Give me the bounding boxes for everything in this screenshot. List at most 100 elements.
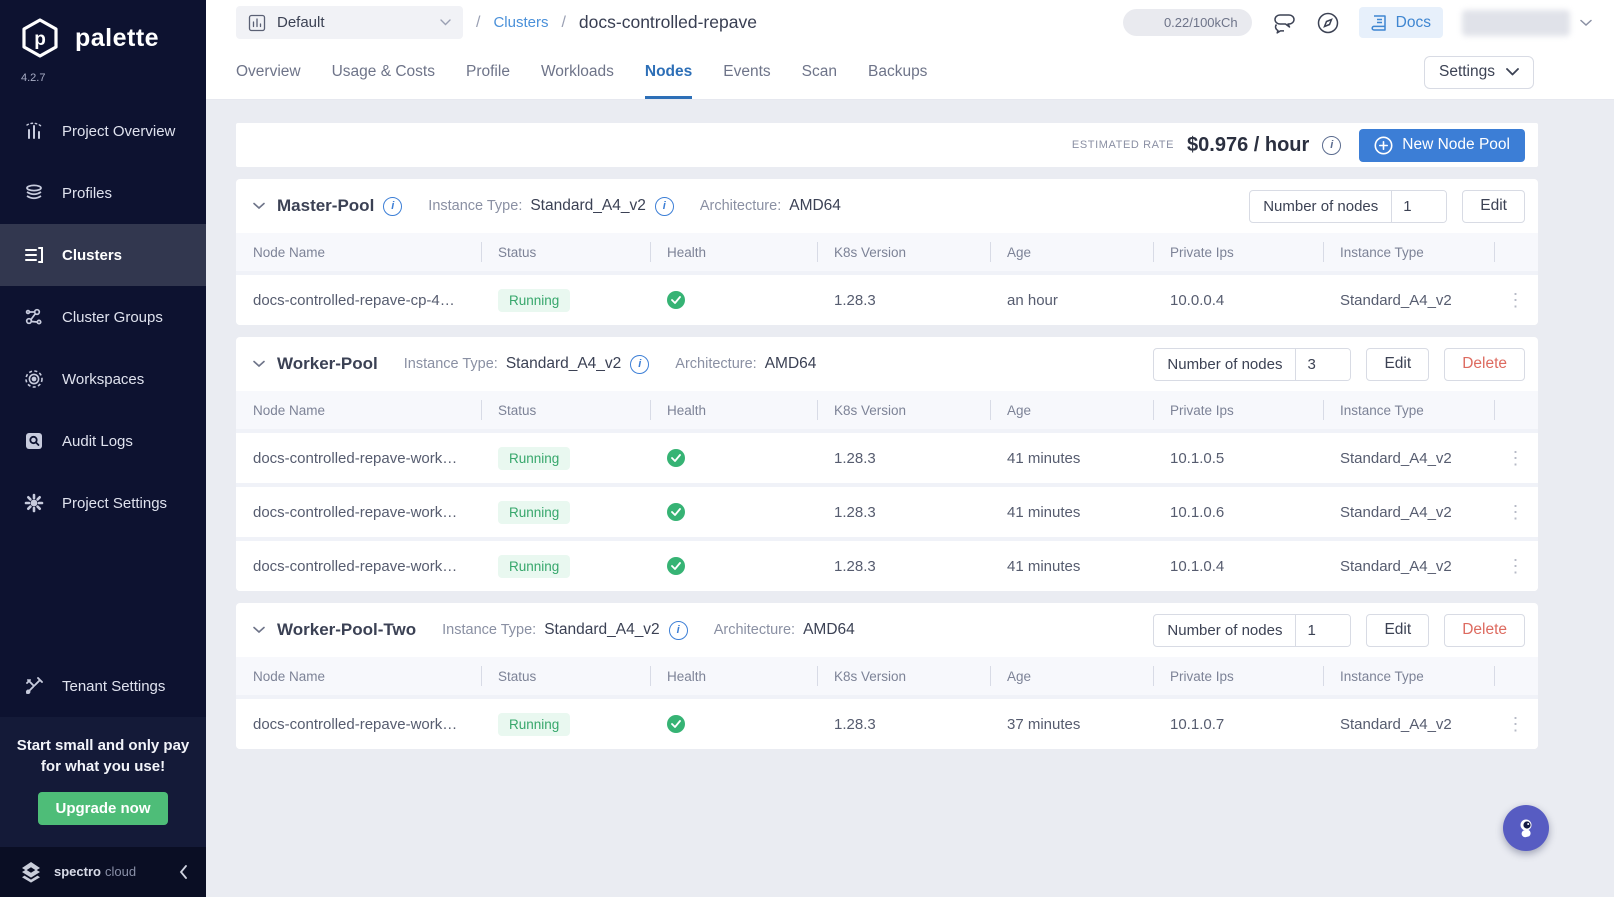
- sidebar-item-clusters[interactable]: Clusters: [0, 224, 206, 286]
- tab-usage-costs[interactable]: Usage & Costs: [331, 63, 435, 80]
- delete-pool-button[interactable]: Delete: [1444, 613, 1525, 647]
- instance-type-info-icon[interactable]: i: [630, 354, 650, 374]
- breadcrumb-separator: /: [476, 13, 481, 31]
- status-badge: Running: [498, 712, 571, 736]
- sidebar-item-cluster-groups[interactable]: Cluster Groups: [0, 286, 206, 348]
- sidebar-item-label: Project Overview: [62, 122, 176, 140]
- node-name-cell: docs-controlled-repave-cp-4…: [253, 291, 455, 309]
- instance-type-info-icon[interactable]: i: [654, 196, 674, 216]
- row-actions-menu-icon[interactable]: ⋮: [1506, 447, 1526, 468]
- new-node-pool-button[interactable]: New Node Pool: [1359, 128, 1525, 162]
- cluster-list-icon: [25, 247, 43, 263]
- tab-events[interactable]: Events: [723, 63, 771, 80]
- node-name-cell: docs-controlled-repave-work…: [253, 557, 458, 575]
- node-table-header: Node Name Status Health K8s Version Age …: [236, 233, 1538, 271]
- book-icon: [1371, 14, 1386, 31]
- breadcrumb-current-cluster: docs-controlled-repave: [578, 12, 757, 32]
- tab-workloads[interactable]: Workloads: [540, 63, 614, 80]
- pool-actions: Number of nodes Edit: [1249, 189, 1525, 223]
- network-icon: [25, 308, 42, 325]
- instance-type-info-icon[interactable]: i: [668, 620, 688, 640]
- chevron-down-icon: [440, 19, 451, 26]
- delete-pool-button[interactable]: Delete: [1444, 347, 1525, 381]
- row-actions-menu-icon[interactable]: ⋮: [1506, 501, 1526, 522]
- column-health: Health: [650, 657, 817, 695]
- app-logo: p palette: [0, 0, 206, 60]
- instance-type-value: Standard_A4_v2: [530, 197, 646, 214]
- new-node-pool-label: New Node Pool: [1402, 136, 1510, 153]
- instance-type-label: Instance Type:: [403, 356, 498, 372]
- tab-profile[interactable]: Profile: [466, 63, 510, 80]
- number-of-nodes-input[interactable]: [1295, 348, 1351, 380]
- column-node-name: Node Name: [253, 668, 326, 684]
- table-row: docs-controlled-repave-work… Running 1.2…: [236, 537, 1538, 591]
- edit-pool-button[interactable]: Edit: [1366, 347, 1430, 381]
- docs-button-label: Docs: [1395, 13, 1431, 31]
- top-header: Default / Clusters / docs-controlled-rep…: [206, 0, 1614, 45]
- tab-scan[interactable]: Scan: [801, 63, 837, 80]
- promo-text-line2: for what you use!: [40, 758, 166, 775]
- tab-backups[interactable]: Backups: [867, 63, 928, 80]
- sidebar-item-tenant-settings[interactable]: Tenant Settings: [0, 655, 206, 717]
- health-cell: [650, 449, 817, 467]
- pool-actions: Number of nodes Edit Delete: [1153, 613, 1525, 647]
- column-age: Age: [990, 657, 1153, 695]
- edit-pool-button[interactable]: Edit: [1366, 613, 1430, 647]
- status-badge: Running: [498, 446, 571, 470]
- number-of-nodes-input[interactable]: [1295, 614, 1351, 646]
- row-actions-menu-icon[interactable]: ⋮: [1506, 713, 1526, 734]
- sidebar-item-label: Profiles: [62, 184, 113, 202]
- explore-compass-icon[interactable]: [1316, 11, 1340, 35]
- settings-button[interactable]: Settings: [1423, 55, 1534, 89]
- layers-icon: [26, 184, 42, 200]
- status-badge: Running: [498, 554, 571, 578]
- project-selector[interactable]: Default: [236, 6, 463, 39]
- docs-button[interactable]: Docs: [1358, 7, 1443, 38]
- tab-overview[interactable]: Overview: [236, 63, 301, 80]
- sidebar-item-workspaces[interactable]: Workspaces: [0, 348, 206, 410]
- sidebar-collapse-icon[interactable]: [179, 865, 188, 879]
- breadcrumb-clusters-link[interactable]: Clusters: [493, 14, 549, 31]
- number-of-nodes-input[interactable]: [1391, 190, 1447, 222]
- health-check-icon: [667, 503, 685, 521]
- status-cell: Running: [481, 446, 650, 470]
- sidebar-footer: spectro cloud: [0, 847, 206, 897]
- rate-info-icon[interactable]: i: [1322, 135, 1342, 155]
- row-actions-menu-icon[interactable]: ⋮: [1506, 289, 1526, 310]
- edit-pool-button[interactable]: Edit: [1462, 189, 1525, 223]
- number-of-nodes-control: Number of nodes: [1153, 613, 1352, 647]
- architecture-value: AMD64: [764, 355, 817, 372]
- palette-logo-icon: p: [22, 18, 58, 58]
- feedback-chat-icon[interactable]: [1271, 12, 1297, 34]
- instance-type-cell: Standard_A4_v2: [1340, 557, 1452, 575]
- column-node-name: Node Name: [253, 244, 326, 260]
- row-actions-menu-icon[interactable]: ⋮: [1506, 555, 1526, 576]
- number-of-nodes-label: Number of nodes: [1167, 355, 1283, 373]
- pool-actions: Number of nodes Edit Delete: [1153, 347, 1525, 381]
- help-chat-fab[interactable]: [1503, 805, 1549, 851]
- tab-nodes[interactable]: Nodes: [644, 45, 693, 99]
- sidebar-item-project-settings[interactable]: Project Settings: [0, 472, 206, 534]
- k8s-version-cell: 1.28.3: [834, 503, 876, 521]
- breadcrumb-separator: /: [561, 13, 566, 31]
- collapse-chevron-icon[interactable]: [253, 360, 265, 368]
- pool-info-icon[interactable]: i: [383, 196, 403, 216]
- astronaut-icon: [1520, 819, 1532, 838]
- collapse-chevron-icon[interactable]: [253, 626, 265, 634]
- user-menu[interactable]: [1462, 9, 1592, 36]
- sidebar-item-profiles[interactable]: Profiles: [0, 162, 206, 224]
- table-row: docs-controlled-repave-work… Running 1.2…: [236, 483, 1538, 537]
- node-name-cell: docs-controlled-repave-work…: [253, 503, 458, 521]
- sidebar-item-project-overview[interactable]: Project Overview: [0, 100, 206, 162]
- table-row: docs-controlled-repave-cp-4… Running 1.2…: [236, 271, 1538, 325]
- collapse-chevron-icon[interactable]: [253, 202, 265, 210]
- instance-type-value: Standard_A4_v2: [544, 621, 660, 638]
- age-cell: an hour: [1007, 291, 1058, 309]
- health-check-icon: [667, 449, 685, 467]
- column-age: Age: [990, 233, 1153, 271]
- sidebar-item-audit-logs[interactable]: Audit Logs: [0, 410, 206, 472]
- upgrade-now-button[interactable]: Upgrade now: [38, 792, 168, 825]
- column-k8s-version: K8s Version: [817, 391, 990, 429]
- nodes-content: ESTIMATED RATE $0.976 / hour i New Node …: [206, 100, 1614, 897]
- status-cell: Running: [481, 500, 650, 524]
